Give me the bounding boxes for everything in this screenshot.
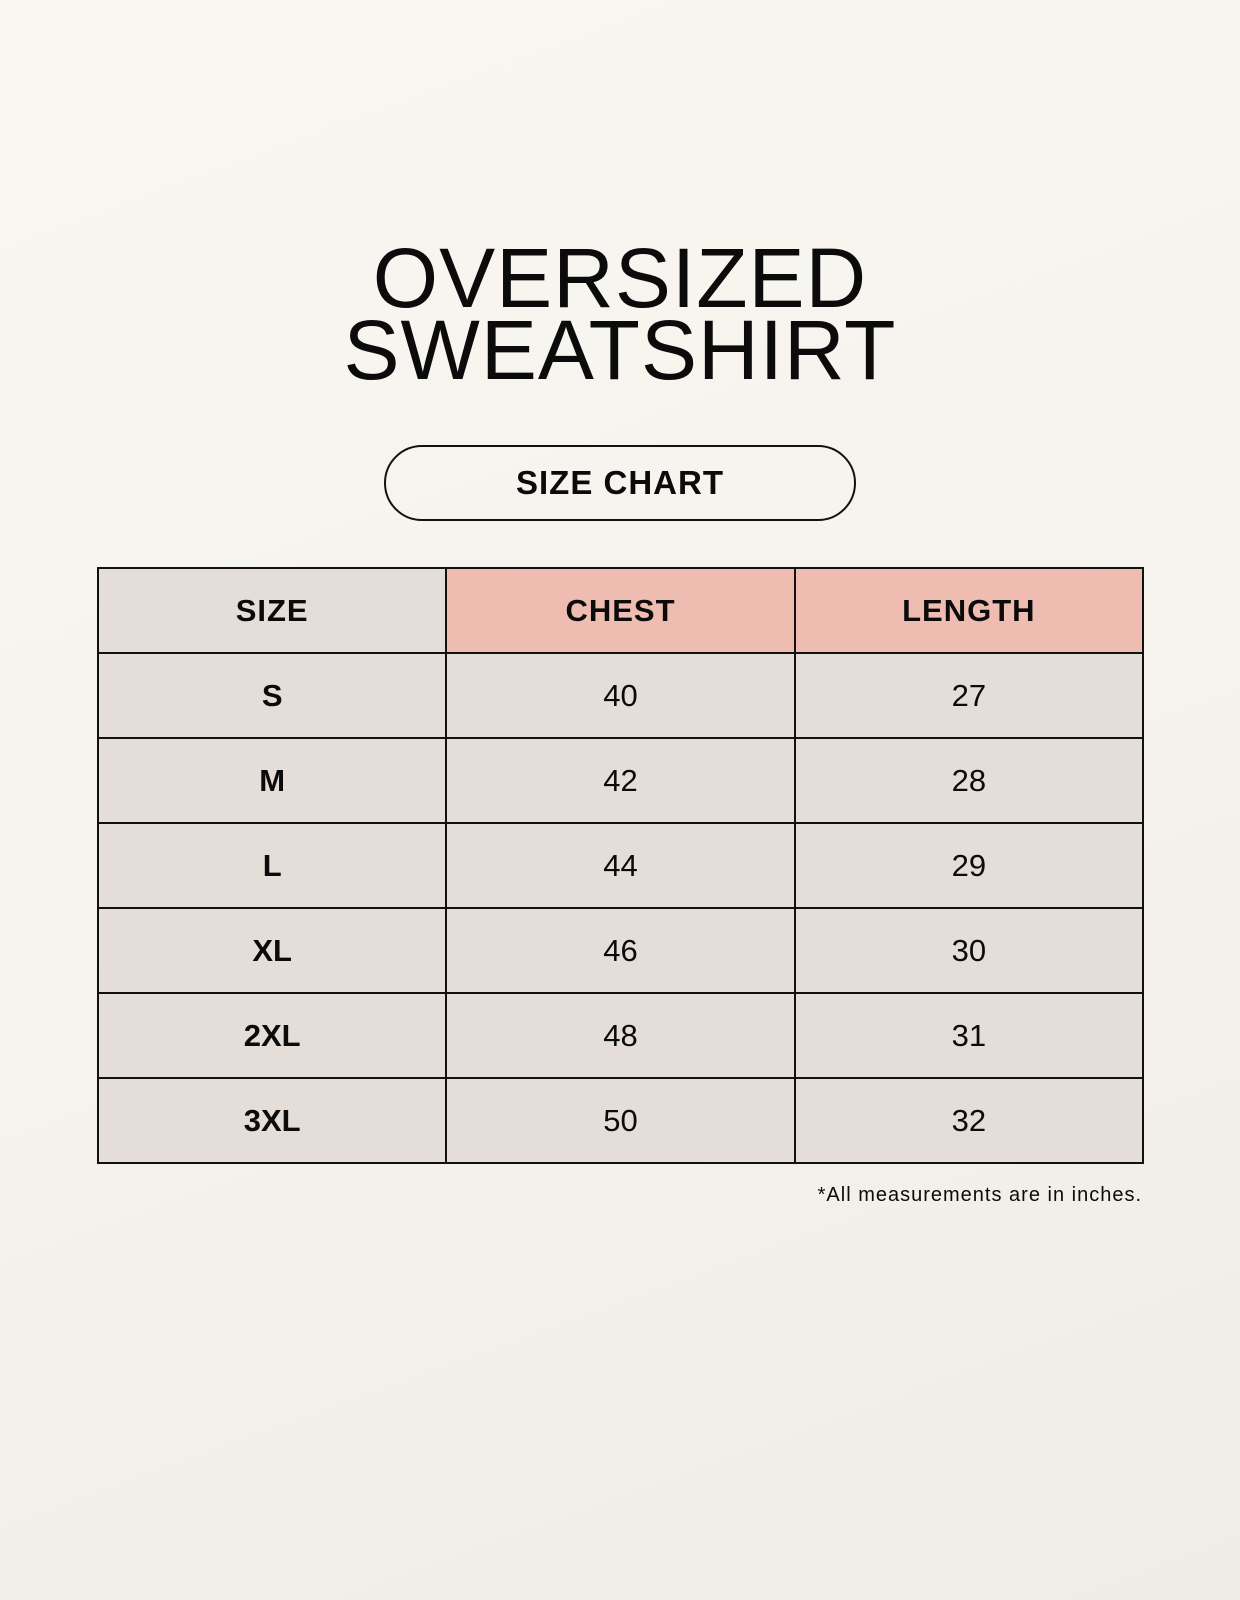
page-title: OVERSIZED SWEATSHIRT <box>0 231 1240 397</box>
size-cell: M <box>96 737 448 824</box>
length-cell: 32 <box>793 1077 1145 1164</box>
table-row: M 42 28 <box>96 737 1145 824</box>
table-header-row: SIZE CHEST LENGTH <box>96 567 1145 654</box>
chest-cell: 44 <box>445 822 796 909</box>
size-table: SIZE CHEST LENGTH S 40 27 M 42 28 L 44 2… <box>96 567 1145 1164</box>
chest-cell: 46 <box>445 907 796 994</box>
measurement-note: *All measurements are in inches. <box>817 1184 1142 1206</box>
title-line-1: OVERSIZED <box>372 231 868 325</box>
chest-cell: 40 <box>445 652 796 739</box>
title-line-2: SWEATSHIRT <box>343 303 897 397</box>
size-cell: S <box>96 652 448 739</box>
length-cell: 27 <box>793 652 1145 739</box>
size-cell: 2XL <box>96 992 448 1079</box>
table-row: S 40 27 <box>96 652 1145 739</box>
size-cell: L <box>96 822 448 909</box>
chest-cell: 50 <box>445 1077 796 1164</box>
size-cell: 3XL <box>96 1077 448 1164</box>
table-row: 3XL 50 32 <box>96 1077 1145 1164</box>
length-cell: 30 <box>793 907 1145 994</box>
size-chart-badge: SIZE CHART <box>384 445 856 521</box>
table-row: XL 46 30 <box>96 907 1145 994</box>
header-length: LENGTH <box>793 567 1145 654</box>
length-cell: 28 <box>793 737 1145 824</box>
size-cell: XL <box>96 907 448 994</box>
table-row: L 44 29 <box>96 822 1145 909</box>
header-chest: CHEST <box>445 567 796 654</box>
header-size: SIZE <box>96 567 448 654</box>
table-row: 2XL 48 31 <box>96 992 1145 1079</box>
length-cell: 29 <box>793 822 1145 909</box>
chest-cell: 42 <box>445 737 796 824</box>
length-cell: 31 <box>793 992 1145 1079</box>
chest-cell: 48 <box>445 992 796 1079</box>
